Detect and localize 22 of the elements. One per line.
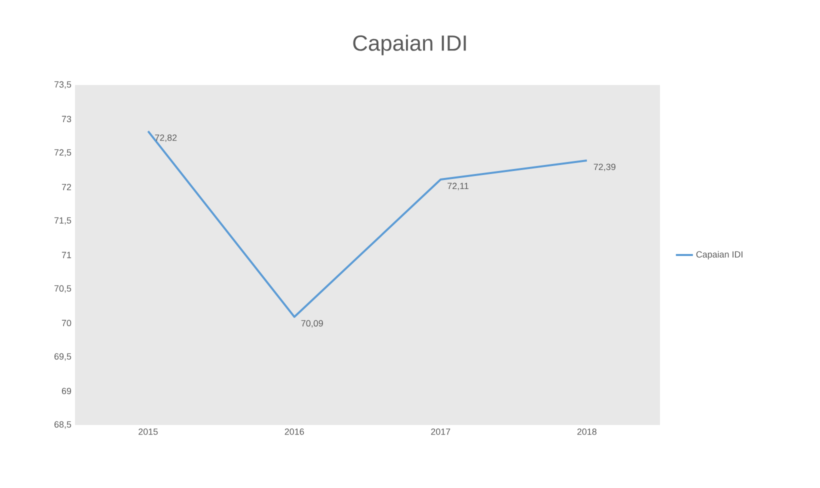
text: 70,09 bbox=[301, 320, 323, 328]
y-tick-label: 71,5 bbox=[54, 217, 72, 225]
y-tick-label: 72,5 bbox=[54, 149, 72, 157]
x-tick-label: 2017 bbox=[431, 428, 450, 435]
y-tick-label: 70,5 bbox=[54, 285, 72, 293]
y-tick-label: 69,5 bbox=[54, 353, 72, 361]
text: 72,82 bbox=[155, 134, 177, 142]
text: 72,39 bbox=[594, 164, 616, 172]
y-tick-label: 73 bbox=[62, 116, 72, 122]
y-tick-label: 70 bbox=[62, 320, 72, 326]
x-tick-label: 2018 bbox=[577, 428, 596, 435]
y-tick-label: 69 bbox=[62, 388, 72, 394]
legend-label: Capaian IDI bbox=[696, 251, 742, 260]
text: 72,11 bbox=[448, 182, 468, 190]
chart-title: Capaian IDI bbox=[353, 34, 466, 56]
y-tick-label: 71 bbox=[62, 252, 72, 258]
y-tick-label: 72 bbox=[62, 184, 72, 190]
y-tick-label: 73,5 bbox=[54, 81, 72, 89]
x-tick-label: 2016 bbox=[284, 428, 304, 435]
line-series bbox=[147, 130, 588, 318]
y-tick-label: 68,5 bbox=[54, 421, 72, 429]
x-tick-label: 2015 bbox=[138, 428, 158, 435]
